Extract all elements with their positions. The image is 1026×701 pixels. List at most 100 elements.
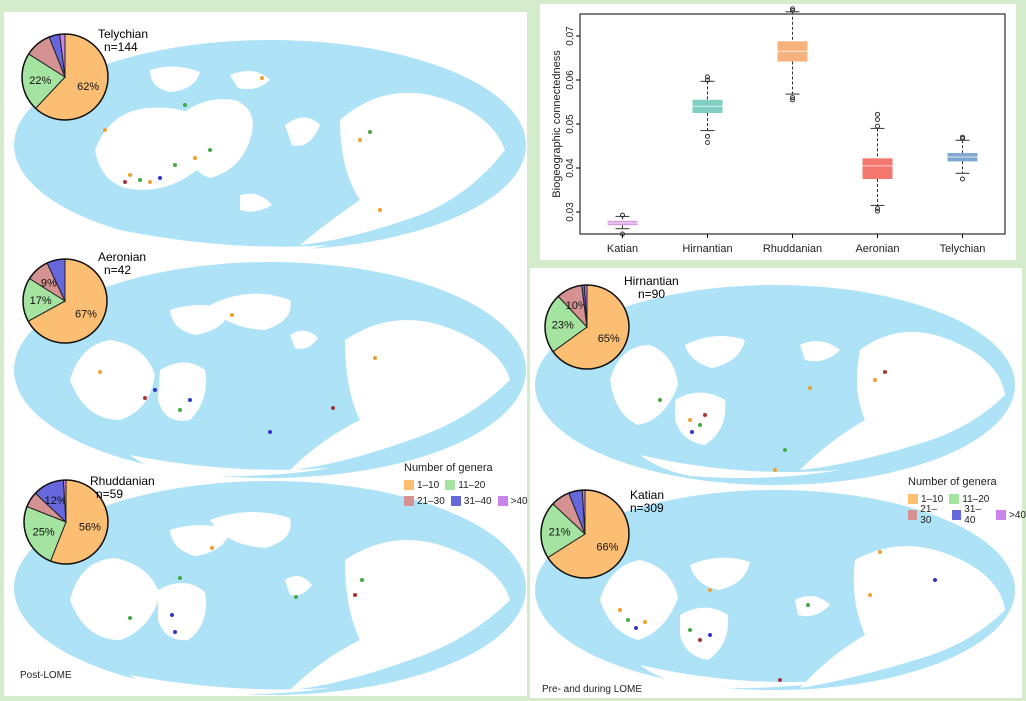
swatch-21-30 xyxy=(404,496,414,506)
pie-outline xyxy=(540,489,630,579)
land-rhuddanian-f xyxy=(290,540,510,690)
panel-title-hirnantian: Hirnantian n=90 xyxy=(624,275,679,301)
occurrence-dots xyxy=(98,76,937,682)
land-katian-a xyxy=(600,560,678,640)
n-hirnantian: n=90 xyxy=(638,287,666,301)
outlier xyxy=(875,123,880,129)
panel-title-katian: Katian n=309 xyxy=(630,489,664,515)
box-aeronian xyxy=(862,111,893,214)
outlier xyxy=(790,6,795,12)
legend-right: Number of genera 1–10 11–20 21–30 31–40 … xyxy=(908,476,1026,526)
pie-slice-label: 21% xyxy=(549,527,571,539)
pie-slice-label: 10% xyxy=(566,300,588,312)
land-hirnantian-c xyxy=(685,336,745,368)
map-aeronian xyxy=(14,262,526,478)
outlier xyxy=(875,111,880,117)
title-katian: Katian xyxy=(630,488,665,502)
x-tick-label: Hirnantian xyxy=(682,243,732,255)
pie-outline xyxy=(23,479,109,565)
pie-slice-label: 17% xyxy=(30,295,52,307)
legend-item-gt40: >40 xyxy=(497,496,528,507)
land-telychian-e xyxy=(285,117,320,146)
land-hirnantian-a xyxy=(610,345,678,425)
outlier xyxy=(875,117,880,123)
map-telychian xyxy=(14,40,526,254)
box-katian xyxy=(607,212,638,237)
land-hirnantian-d xyxy=(800,341,840,362)
land-aeronian-d xyxy=(210,293,291,330)
footer-post-lome: Post-LOME xyxy=(20,670,72,681)
outlier xyxy=(705,77,710,83)
outlier xyxy=(705,74,710,80)
pie-slice-label: 25% xyxy=(33,527,55,539)
land-aeronian-a xyxy=(70,340,155,420)
map-rhuddanian xyxy=(14,481,526,695)
land-katian-c xyxy=(690,557,750,590)
outlier xyxy=(620,212,625,218)
pie-slice-label: 67% xyxy=(75,308,97,320)
title-rhuddanian: Rhuddanian xyxy=(90,474,155,488)
legend-item-31-40: 31–40 xyxy=(450,496,492,507)
n-rhuddanian: n=59 xyxy=(96,487,124,501)
land-hirnantian-e xyxy=(800,332,1005,470)
pie-slice-label: 22% xyxy=(29,75,51,87)
pie-katian: 66% 21% xyxy=(540,489,630,579)
pie-slice-label: 9% xyxy=(41,278,57,290)
land-rhuddanian-e xyxy=(285,576,312,596)
legend-item-11-20-right: 11–20 xyxy=(949,494,989,505)
swatch-gt40 xyxy=(497,496,508,506)
box-rhuddanian xyxy=(777,6,808,103)
swatch-11-20 xyxy=(445,480,456,490)
legend-item-21-30: 21–30 xyxy=(404,496,445,507)
y-tick-label: 0.03 xyxy=(565,202,576,222)
outlier xyxy=(875,208,880,214)
outlier xyxy=(705,139,710,145)
land-rhuddanian-g xyxy=(130,675,330,695)
pie-slice-label: 65% xyxy=(598,333,620,345)
n-telychian: n=144 xyxy=(104,40,138,54)
land-rhuddanian-c xyxy=(170,525,230,556)
pie-slice-label: 62% xyxy=(77,81,99,93)
title-aeronian: Aeronian xyxy=(98,250,147,264)
land-katian-b xyxy=(680,607,729,660)
pie-outline xyxy=(22,258,108,344)
land-telychian-c xyxy=(150,66,200,92)
legend-item-1-10-right: 1–10 xyxy=(908,494,943,505)
outlier xyxy=(790,97,795,103)
legend-item-1-10: 1–10 xyxy=(404,480,439,491)
land-rhuddanian-b xyxy=(158,582,206,641)
y-tick-label: 0.07 xyxy=(565,26,576,46)
land-hirnantian-b xyxy=(675,392,726,445)
boxplot-chart: Biogeographic connectedness 0.03 0.04 0.05… xyxy=(551,6,1006,255)
land-telychian-f xyxy=(300,92,505,246)
land-aeronian-e xyxy=(290,330,318,349)
land-hirnantian-f xyxy=(640,455,840,478)
x-tick-label: Telychian xyxy=(940,243,986,255)
legend-item-21-30-right: 21–30 xyxy=(908,504,946,526)
panel-title-aeronian: Aeronian n=42 xyxy=(98,251,146,277)
pie-hirnantian: 65% 23% 10% xyxy=(544,284,630,370)
legend-item-11-20: 11–20 xyxy=(445,480,485,491)
n-aeronian: n=42 xyxy=(104,263,132,277)
swatch-31-40 xyxy=(450,496,461,506)
x-tick-label: Rhuddanian xyxy=(763,243,822,255)
pie-outline xyxy=(21,33,109,121)
box-iqr xyxy=(862,158,893,179)
outlier xyxy=(875,205,880,211)
land-rhuddanian-a xyxy=(70,558,160,640)
box-telychian xyxy=(947,134,978,182)
land-katian-d xyxy=(795,596,830,617)
pie-slice-label: 23% xyxy=(552,320,574,332)
outlier xyxy=(960,134,965,140)
y-axis-label: Biogeographic connectedness xyxy=(551,50,563,198)
footer-pre-lome: Pre- and during LOME xyxy=(542,684,643,695)
land-aeronian-f xyxy=(290,320,510,470)
land-telychian-d xyxy=(230,71,270,89)
n-katian: n=309 xyxy=(630,501,664,515)
outlier xyxy=(790,95,795,101)
pie-aeronian: 67% 17% 9% xyxy=(22,258,108,344)
title-telychian: Telychian xyxy=(98,27,149,41)
land-katian-e xyxy=(800,546,1005,688)
